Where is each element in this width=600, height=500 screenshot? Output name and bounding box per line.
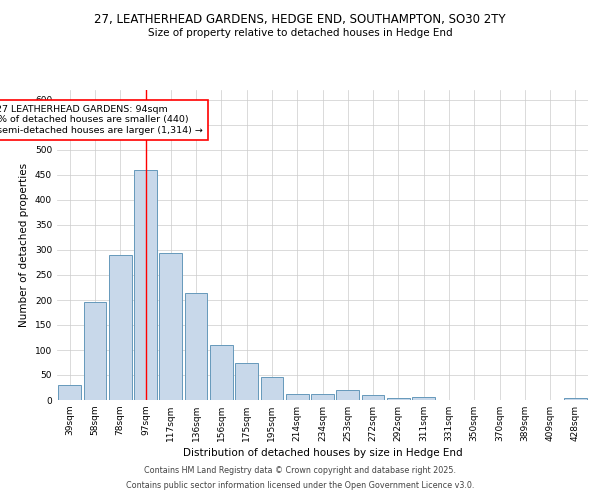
Bar (260, 376, 283, 400)
Text: Contains HM Land Registry data © Crown copyright and database right 2025.: Contains HM Land Registry data © Crown c… (144, 466, 456, 475)
Bar (564, 398, 587, 400)
Bar (311, 394, 334, 400)
Bar (109, 255, 131, 400)
Y-axis label: Number of detached properties: Number of detached properties (19, 163, 29, 327)
Bar (337, 390, 359, 400)
Bar (83, 302, 106, 400)
Text: 27 LEATHERHEAD GARDENS: 94sqm
← 25% of detached houses are smaller (440)
75% of : 27 LEATHERHEAD GARDENS: 94sqm ← 25% of d… (0, 105, 203, 135)
Bar (58, 385, 81, 400)
Text: Contains public sector information licensed under the Open Government Licence v3: Contains public sector information licen… (126, 481, 474, 490)
Text: Size of property relative to detached houses in Hedge End: Size of property relative to detached ho… (148, 28, 452, 38)
Bar (387, 398, 410, 400)
Bar (286, 394, 308, 400)
Bar (210, 345, 233, 400)
Bar (235, 362, 258, 400)
Bar (362, 395, 385, 400)
Bar (134, 170, 157, 400)
Bar (412, 396, 435, 400)
Text: 27, LEATHERHEAD GARDENS, HEDGE END, SOUTHAMPTON, SO30 2TY: 27, LEATHERHEAD GARDENS, HEDGE END, SOUT… (94, 12, 506, 26)
Bar (160, 254, 182, 400)
X-axis label: Distribution of detached houses by size in Hedge End: Distribution of detached houses by size … (182, 448, 463, 458)
Bar (185, 292, 208, 400)
